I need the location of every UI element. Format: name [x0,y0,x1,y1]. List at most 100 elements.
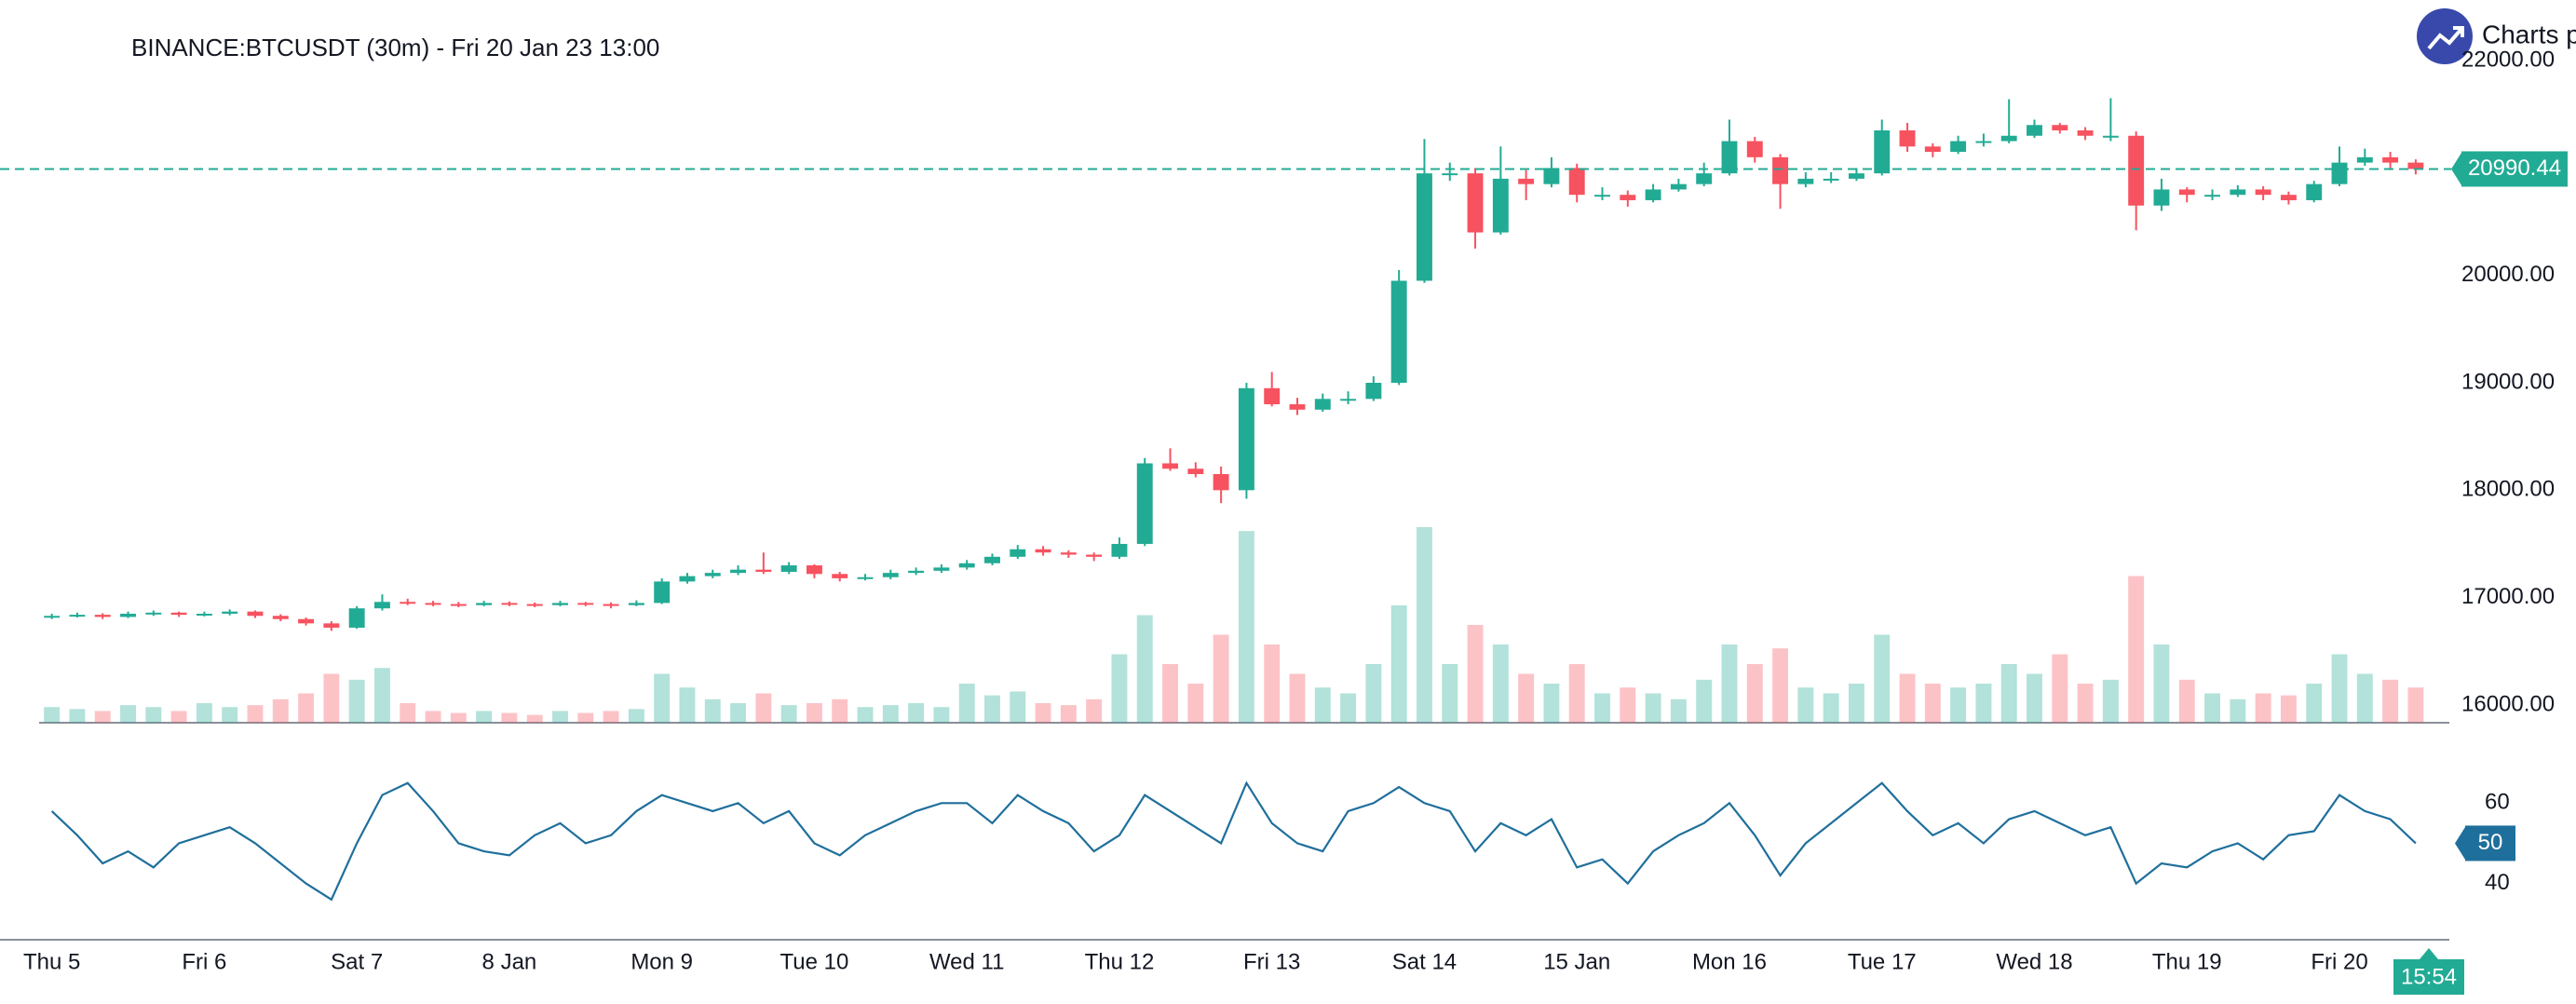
volume-bar [1162,664,1178,723]
candle-body [298,618,315,624]
volume-bar [1136,615,1153,723]
volume-bar [1238,531,1254,723]
countdown-pointer [2420,948,2438,959]
candle-body [1797,178,1814,184]
volume-bar [1086,699,1103,723]
volume-bar [1620,687,1636,723]
volume-bar [425,711,441,723]
logo-glyph [2427,26,2464,50]
volume-bar [2153,644,2170,723]
volume-bar [450,712,467,723]
volume-bar [501,712,518,723]
candle-body [1899,130,1916,147]
candle-body [2255,189,2271,196]
volume-bar [730,703,747,723]
x-tick-label: Sat 7 [331,949,383,974]
volume-bar [2306,684,2323,723]
candle-body [1543,168,1560,184]
volume-bar [933,707,950,723]
candle-body [44,616,61,618]
candle-body [1823,178,1839,181]
volume-bar [1746,664,1763,723]
volume-bar [832,699,848,723]
candle-body [120,613,136,617]
volume-bar [69,709,86,723]
candle-body [222,611,238,614]
volume-bar [882,705,899,723]
candle-body [2204,195,2221,197]
candle-body [2230,189,2246,196]
candle-body [1442,173,1458,176]
volume-bar [1390,605,1407,723]
candle-body [1390,280,1407,384]
candle-body [1187,468,1204,475]
x-tick-label: Mon 16 [1692,949,1767,974]
volume-bar [2407,687,2424,723]
volume-bar [958,684,975,723]
last-price-label: 20990.44 [2468,156,2561,181]
volume-bar [2356,673,2373,723]
volume-bar [1772,648,1789,723]
candle-body [272,616,289,619]
volume-bar [1340,693,1357,723]
candle-body [2000,135,2017,142]
candle-body [425,603,441,605]
candle-body [933,567,950,571]
candle-body [1518,178,1535,184]
volume-bar [1035,703,1051,723]
volume-bar [2178,679,2195,723]
volume-bar [272,699,289,723]
y-tick-label: 20000.00 [2461,262,2555,287]
candle-body [1264,387,1281,405]
volume-bar [2255,693,2271,723]
candle-body [170,612,187,616]
volume-bar [1696,679,1713,723]
volume-bar [1797,687,1814,723]
volume-bar [679,687,696,723]
candle-body [2052,125,2068,131]
candle-body [1238,387,1254,491]
x-tick-label: Mon 9 [630,949,693,974]
volume-bar [1899,673,1916,723]
volume-bar [1670,699,1687,723]
candle-body [2382,156,2399,163]
candle-body [1924,146,1941,153]
volume-bar [323,673,340,723]
x-tick-label: Fri 6 [182,949,226,974]
x-tick-label: Tue 10 [780,949,849,974]
candle-body [704,573,721,577]
volume-bar [196,703,212,723]
volume-bar [94,711,111,723]
volume-bar [222,707,238,723]
candle-body [501,603,518,605]
candle-body [1289,404,1306,410]
volume-bar [145,707,162,723]
candle-body [730,569,747,574]
x-tick-label: Fri 20 [2311,949,2367,974]
candle-body [552,603,568,605]
volume-bar [2382,679,2399,723]
candle-body [94,615,111,617]
candle-body [1467,173,1484,233]
y-tick-label: 40 [2485,870,2510,895]
x-tick-label: 8 Jan [482,949,537,974]
candle-body [755,569,772,572]
y-tick-label: 19000.00 [2461,369,2555,394]
candle-body [882,573,899,577]
chart-title: BINANCE:BTCUSDT (30m) - Fri 20 Jan 23 13… [131,34,659,61]
volume-bar [1213,634,1229,723]
volume-bar [2280,695,2297,723]
candle-body [1950,141,1967,153]
candle-body [1213,474,1229,491]
candle-body [1645,189,1661,200]
candle-body [2077,130,2094,136]
candle-body [832,574,848,578]
volume-bar [552,711,568,723]
volume-bar [1289,673,1306,723]
y-tick-label: 22000.00 [2461,47,2555,72]
candle-body [679,576,696,582]
x-tick-label: Wed 18 [1996,949,2072,974]
